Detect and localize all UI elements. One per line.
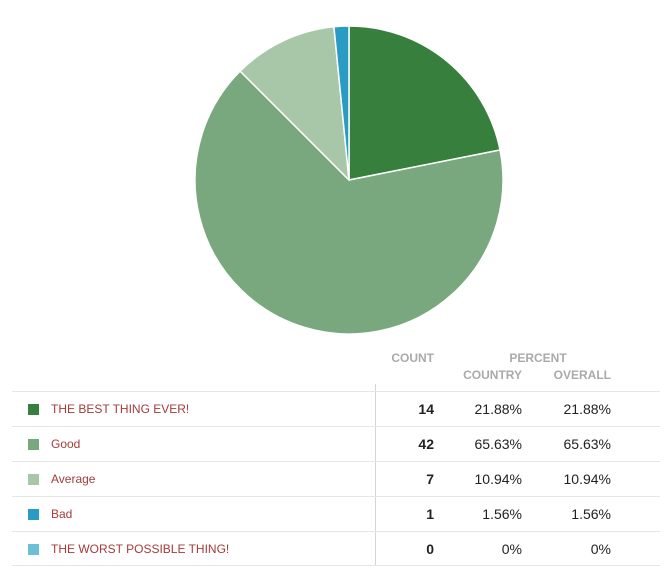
country-percent: 1.56%: [482, 506, 522, 522]
table-row: Good 42 65.63% 65.63%: [12, 426, 660, 461]
pie-slice: [348, 25, 501, 181]
count-value: 0: [426, 541, 434, 557]
overall-percent: 21.88%: [563, 401, 611, 417]
count-value: 1: [426, 506, 434, 522]
answer-label: Good: [51, 437, 81, 451]
pie-slice: [333, 25, 350, 181]
answer-label: Bad: [51, 507, 73, 521]
pie-slice: [194, 70, 504, 335]
table-row: Bad 1 1.56% 1.56%: [12, 496, 660, 531]
overall-percent: 0%: [590, 541, 611, 557]
overall-percent: 10.94%: [563, 471, 611, 487]
pie-chart: [194, 25, 504, 335]
table-row: THE BEST THING EVER! 14 21.88% 21.88%: [12, 391, 660, 426]
overall-percent: 65.63%: [563, 436, 611, 452]
count-value: 7: [426, 471, 434, 487]
country-percent: 65.63%: [474, 436, 522, 452]
table-row: Average 7 10.94% 10.94%: [12, 461, 660, 496]
count-header: COUNT: [391, 351, 434, 365]
count-value: 42: [418, 436, 434, 452]
results-table: THE BEST THING EVER! 14 21.88% 21.88% Go…: [12, 391, 660, 566]
legend-swatch: [28, 404, 39, 415]
answer-label: THE WORST POSSIBLE THING!: [51, 542, 230, 556]
percent-header: PERCENT: [509, 351, 567, 365]
legend-swatch: [28, 439, 39, 450]
country-percent: 10.94%: [474, 471, 522, 487]
country-percent: 21.88%: [474, 401, 522, 417]
answer-label: Average: [51, 472, 96, 486]
answer-label: THE BEST THING EVER!: [51, 402, 190, 416]
count-value: 14: [418, 401, 434, 417]
country-percent: 0%: [501, 541, 522, 557]
overall-header: OVERALL: [553, 368, 611, 382]
country-header: COUNTRY: [463, 368, 522, 382]
legend-swatch: [28, 474, 39, 485]
overall-percent: 1.56%: [571, 506, 611, 522]
column-divider: [375, 384, 376, 565]
legend-swatch: [28, 544, 39, 555]
pie-slice: [239, 25, 350, 181]
legend-swatch: [28, 509, 39, 520]
table-row: THE WORST POSSIBLE THING! 0 0% 0%: [12, 531, 660, 566]
